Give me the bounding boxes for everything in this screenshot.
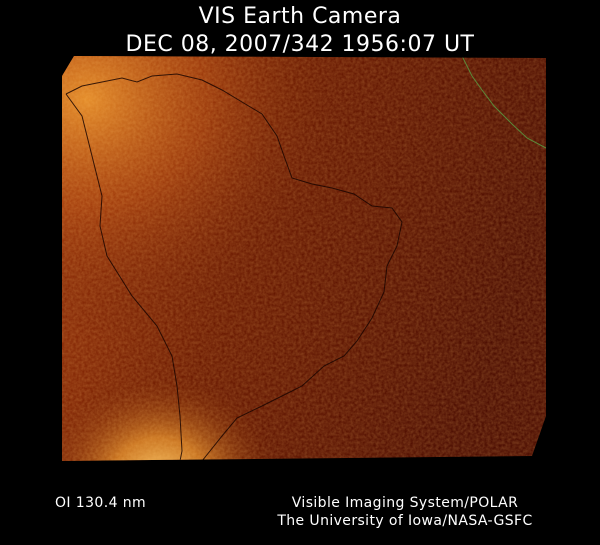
image-title: VIS Earth Camera (198, 4, 402, 29)
instrument-credit: Visible Imaging System/POLAR (291, 495, 519, 511)
wavelength-label: OI 130.4 nm (55, 495, 147, 511)
earth-camera-image (62, 56, 546, 490)
image-datetime: DEC 08, 2007/342 1956:07 UT (125, 32, 475, 57)
coastline-green (461, 56, 546, 149)
coastline (65, 73, 403, 461)
institution-credit: The University of Iowa/NASA-GSFC (277, 513, 533, 529)
